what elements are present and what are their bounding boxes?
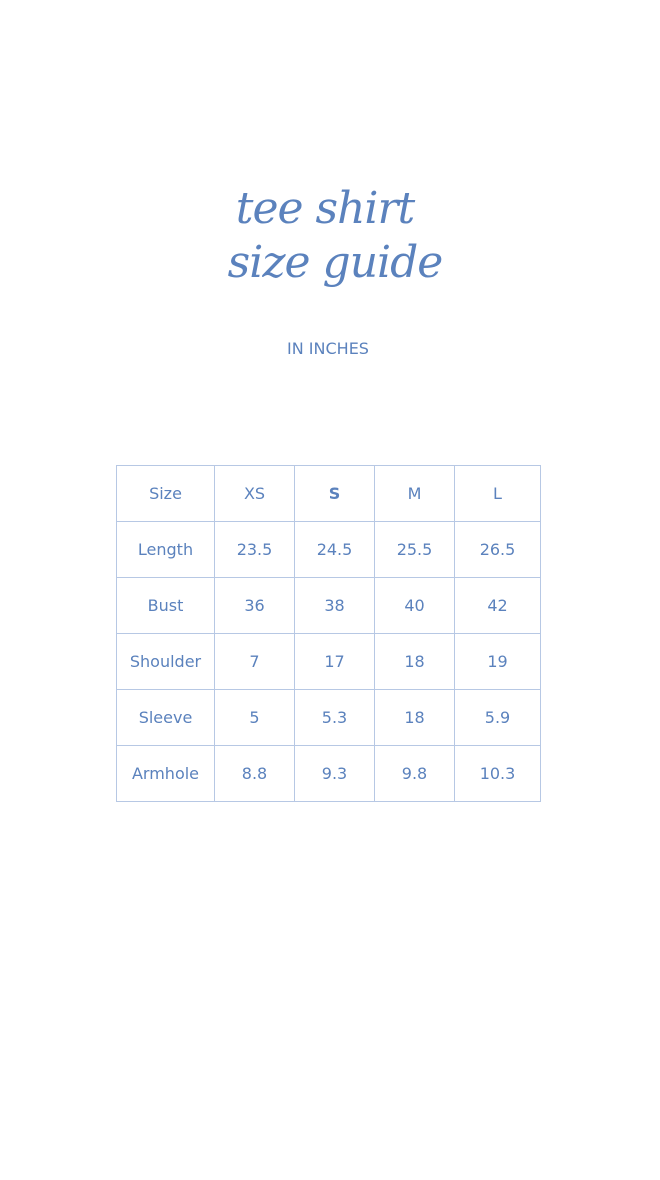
- table-row: Shoulder 7 17 18 19: [116, 633, 541, 690]
- header-cell: Size: [116, 465, 215, 522]
- table-row: Length 23.5 24.5 25.5 26.5: [116, 521, 541, 578]
- table-cell: 10.3: [454, 745, 541, 802]
- table-cell: 5.9: [454, 689, 541, 746]
- table-cell: 19: [454, 633, 541, 690]
- title-line-2: size guide: [227, 237, 444, 288]
- unit-label: IN INCHES: [287, 339, 369, 358]
- header-cell: S: [294, 465, 375, 522]
- row-label: Sleeve: [116, 689, 215, 746]
- table-cell: 17: [294, 633, 375, 690]
- table-cell: 40: [374, 577, 455, 634]
- title-line-1: tee shirt: [235, 183, 415, 234]
- table-cell: 7: [214, 633, 295, 690]
- table-row: Sleeve 5 5.3 18 5.9: [116, 689, 541, 746]
- header-cell: M: [374, 465, 455, 522]
- size-table: Size XS S M L Length 23.5 24.5 25.5 26.5…: [116, 465, 541, 802]
- table-row: Armhole 8.8 9.3 9.8 10.3: [116, 745, 541, 802]
- table-header-row: Size XS S M L: [116, 465, 541, 522]
- table-cell: 18: [374, 689, 455, 746]
- table-cell: 42: [454, 577, 541, 634]
- table-cell: 8.8: [214, 745, 295, 802]
- row-label: Bust: [116, 577, 215, 634]
- header-cell: XS: [214, 465, 295, 522]
- header-cell: L: [454, 465, 541, 522]
- table-cell: 9.3: [294, 745, 375, 802]
- table-cell: 25.5: [374, 521, 455, 578]
- row-label: Length: [116, 521, 215, 578]
- table-cell: 36: [214, 577, 295, 634]
- table-cell: 9.8: [374, 745, 455, 802]
- table-cell: 26.5: [454, 521, 541, 578]
- row-label: Armhole: [116, 745, 215, 802]
- table-cell: 38: [294, 577, 375, 634]
- table-cell: 24.5: [294, 521, 375, 578]
- table-cell: 5: [214, 689, 295, 746]
- table-cell: 18: [374, 633, 455, 690]
- table-cell: 23.5: [214, 521, 295, 578]
- table-row: Bust 36 38 40 42: [116, 577, 541, 634]
- table-cell: 5.3: [294, 689, 375, 746]
- row-label: Shoulder: [116, 633, 215, 690]
